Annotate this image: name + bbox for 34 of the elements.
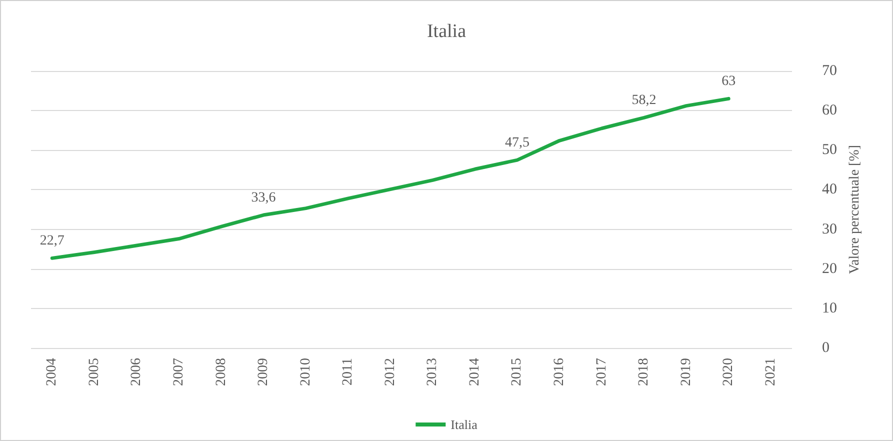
y-tick-label: 30 [822, 221, 837, 238]
data-label: 58,2 [632, 93, 656, 108]
x-tick-label: 2009 [256, 358, 272, 386]
x-tick-label: 2015 [510, 358, 525, 386]
x-tick-label: 2007 [171, 358, 186, 386]
data-label: 33,6 [251, 190, 276, 206]
y-tick-label: 40 [822, 182, 837, 198]
y-tick-label: 20 [822, 260, 837, 277]
x-tick-label: 2020 [721, 358, 736, 386]
x-tick-label: 2012 [382, 358, 398, 386]
x-tick-label: 2006 [129, 358, 144, 386]
data-label: 47,5 [504, 136, 530, 151]
data-label: 63 [722, 74, 736, 90]
y-axis-title: Valore percentuale [%] [847, 144, 862, 274]
y-tick-label: 70 [822, 63, 837, 79]
data-label: 22,7 [40, 234, 64, 249]
x-tick-label: 2013 [425, 358, 440, 386]
x-tick-label: 2011 [340, 358, 356, 386]
y-tick-label: 10 [822, 300, 837, 316]
x-tick-label: 2018 [636, 358, 652, 386]
x-tick-label: 2021 [763, 358, 778, 386]
x-tick-label: 2010 [298, 358, 314, 386]
x-tick-label: 2014 [467, 358, 482, 386]
y-tick-label: 60 [822, 102, 837, 119]
legend-label: Italia [450, 417, 478, 432]
x-tick-label: 2019 [678, 358, 694, 386]
x-tick-label: 2017 [594, 358, 610, 386]
x-tick-label: 2005 [86, 358, 102, 386]
y-tick-label: 0 [822, 340, 830, 356]
x-tick-label: 2008 [214, 358, 229, 386]
x-tick-label: 2004 [44, 358, 60, 386]
x-tick-label: 2016 [552, 358, 567, 386]
chart-title: Italia [426, 21, 467, 42]
y-tick-label: 50 [822, 142, 837, 158]
